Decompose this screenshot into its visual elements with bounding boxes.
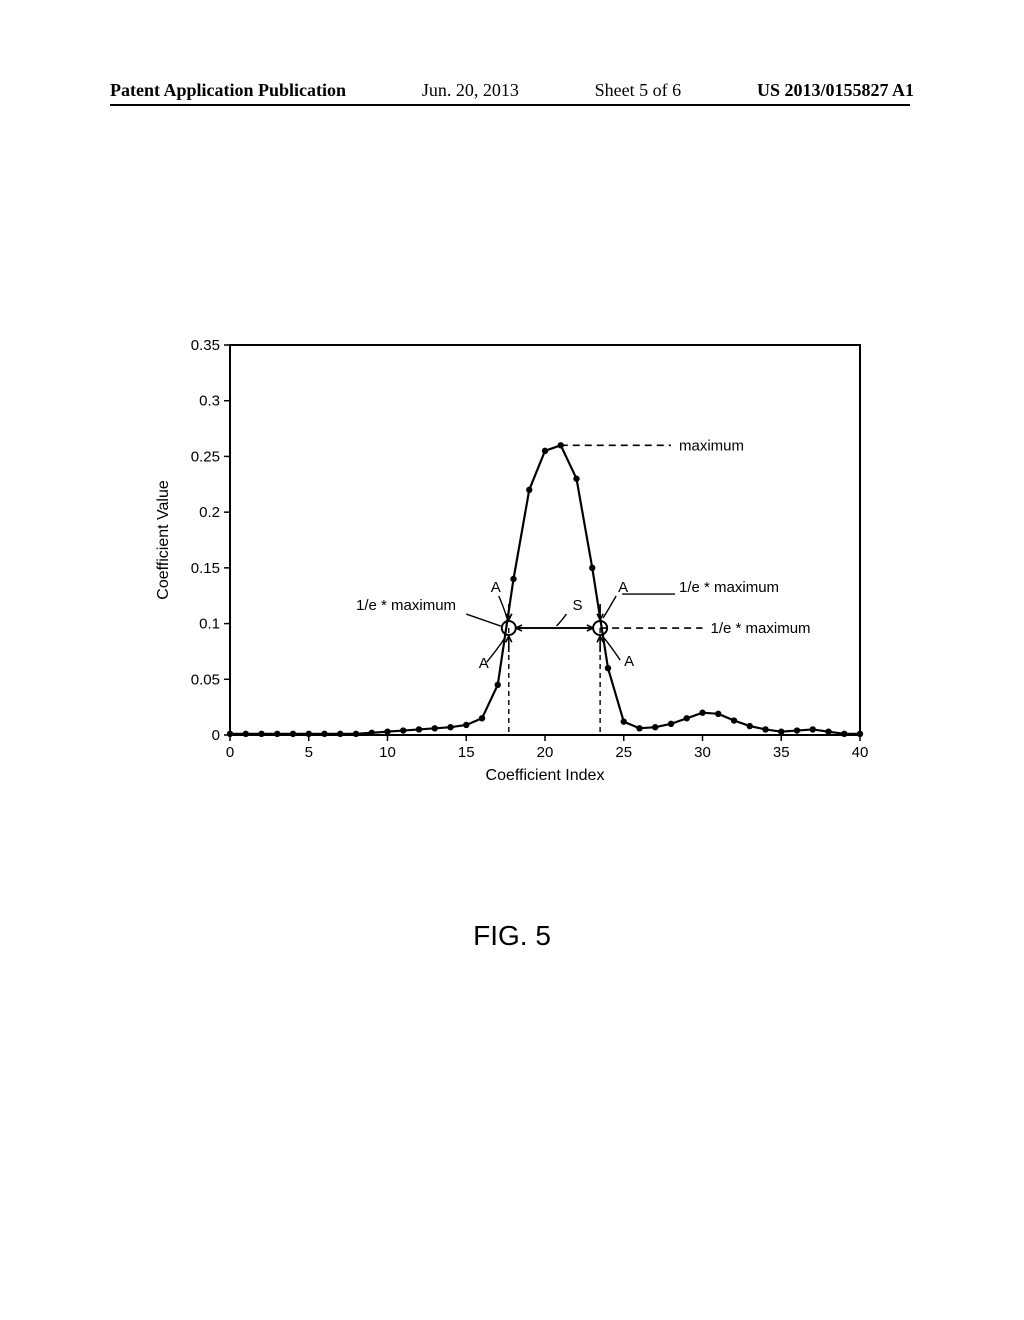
- svg-text:0.35: 0.35: [191, 337, 220, 354]
- svg-text:maximum: maximum: [679, 437, 744, 454]
- svg-text:1/e * maximum: 1/e * maximum: [711, 620, 811, 637]
- chart-svg: 0 5 10 15 20 25 30 35 40 0 0.05 0.1 0.15 0.2 0.25 0.3 0.…: [150, 330, 880, 790]
- header-date: Jun. 20, 2013: [422, 80, 519, 101]
- svg-text:0.05: 0.05: [191, 671, 220, 688]
- header-publication: Patent Application Publication: [110, 80, 346, 101]
- coefficient-chart: 0 5 10 15 20 25 30 35 40 0 0.05 0.1 0.15 0.2 0.25 0.3 0.…: [150, 330, 880, 790]
- page-header: Patent Application Publication Jun. 20, …: [0, 80, 1024, 101]
- svg-text:A: A: [491, 579, 501, 596]
- svg-text:S: S: [572, 597, 582, 614]
- svg-text:15: 15: [458, 744, 475, 761]
- header-sheet: Sheet 5 of 6: [595, 80, 681, 101]
- svg-text:0.1: 0.1: [199, 616, 220, 633]
- svg-text:20: 20: [537, 744, 554, 761]
- svg-text:0: 0: [212, 727, 220, 744]
- header-rule: [110, 104, 910, 106]
- svg-text:0: 0: [226, 744, 234, 761]
- svg-text:A: A: [624, 653, 634, 670]
- svg-text:30: 30: [694, 744, 711, 761]
- svg-text:1/e * maximum: 1/e * maximum: [356, 597, 456, 614]
- svg-text:Coefficient Value: Coefficient Value: [155, 480, 172, 600]
- header-docnum: US 2013/0155827 A1: [757, 80, 914, 101]
- svg-text:35: 35: [773, 744, 790, 761]
- svg-text:0.15: 0.15: [191, 560, 220, 577]
- svg-text:40: 40: [852, 744, 869, 761]
- svg-text:0.3: 0.3: [199, 393, 220, 410]
- svg-text:A: A: [479, 655, 489, 672]
- figure-caption: FIG. 5: [0, 920, 1024, 952]
- svg-text:25: 25: [615, 744, 632, 761]
- svg-text:10: 10: [379, 744, 396, 761]
- svg-text:0.2: 0.2: [199, 504, 220, 521]
- svg-text:1/e * maximum: 1/e * maximum: [679, 579, 779, 596]
- svg-text:5: 5: [305, 744, 313, 761]
- svg-text:0.25: 0.25: [191, 448, 220, 465]
- svg-text:Coefficient Index: Coefficient Index: [486, 767, 605, 784]
